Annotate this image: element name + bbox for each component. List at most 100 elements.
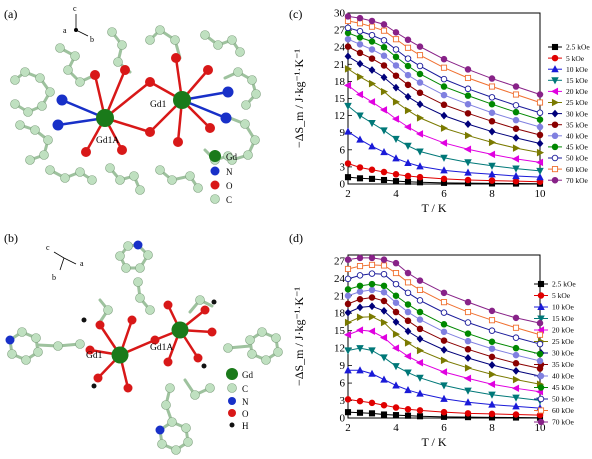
data-point: [416, 179, 424, 186]
data-point: [488, 400, 496, 408]
y-tick-label: 6: [340, 144, 346, 156]
data-point: [416, 114, 425, 122]
series-40-kOe: [344, 35, 544, 131]
data-point: [392, 280, 400, 288]
data-point: [416, 62, 424, 70]
data-point: [464, 354, 472, 362]
legend-label: 10 kOe: [566, 65, 589, 74]
data-point: [380, 256, 388, 263]
data-point: [356, 175, 364, 182]
x-tick-label: 4: [393, 422, 399, 434]
data-point: [488, 370, 497, 379]
series-40-kOe: [344, 286, 544, 365]
legend-label: 40 kOe: [552, 372, 575, 381]
legend-marker: [537, 292, 545, 299]
data-point: [488, 338, 496, 345]
y-axis-label: −ΔS_m / J·kg⁻¹·K⁻¹: [292, 49, 306, 148]
legend-marker: [551, 176, 559, 184]
x-tick-label: 6: [441, 188, 447, 200]
x-tick-label: 10: [535, 188, 547, 200]
data-point: [356, 409, 364, 416]
data-point: [512, 177, 520, 185]
gd-atoms-a: [96, 91, 191, 127]
y-tick-label: 27: [334, 255, 346, 267]
series-5-kOe: [344, 396, 544, 419]
data-point: [416, 173, 424, 181]
data-point: [464, 110, 472, 117]
data-point: [356, 313, 365, 322]
data-point: [440, 166, 448, 174]
data-point: [464, 364, 473, 372]
data-point: [344, 286, 352, 293]
nitrogen-atoms-a: [52, 86, 234, 131]
series-70-kOe: [344, 254, 544, 327]
data-point: [379, 333, 388, 342]
structure-panel-b: (b) c a b: [4, 231, 283, 455]
data-point: [344, 174, 352, 181]
data-point: [463, 145, 472, 153]
data-point: [416, 148, 424, 156]
data-point: [392, 299, 400, 306]
key-c-a: C: [226, 195, 232, 205]
series-50-kOe: [344, 270, 544, 348]
legend-marker: [550, 87, 559, 96]
data-point: [511, 384, 520, 393]
data-point: [416, 374, 424, 382]
data-point: [536, 109, 544, 116]
data-point: [488, 162, 496, 170]
legend-entry: 40 kOe: [548, 132, 589, 141]
data-point: [344, 43, 352, 50]
data-point: [392, 135, 400, 144]
series-20-kOe: [343, 326, 544, 396]
legend-label: 35 kOe: [566, 120, 589, 129]
data-point: [368, 166, 376, 173]
legend-entry: 70 kOe: [534, 418, 575, 427]
data-point: [356, 59, 364, 68]
legend-marker: [551, 43, 559, 51]
data-point: [344, 318, 353, 327]
data-point: [488, 177, 496, 184]
nitrogen-atoms-b: [5, 240, 165, 435]
data-point: [440, 299, 448, 306]
legend-entry: 15 kOe: [534, 314, 575, 323]
legend-marker: [537, 395, 545, 403]
series-30-kOe: [344, 302, 544, 380]
x-tick-label: 8: [489, 188, 495, 200]
legend-label: 35 kOe: [552, 360, 575, 369]
data-point: [344, 52, 352, 61]
data-point: [368, 270, 376, 277]
data-point: [368, 142, 376, 150]
data-point: [488, 100, 496, 108]
legend-entry: 5 kOe: [548, 54, 585, 63]
legend-marker: [551, 166, 559, 173]
data-point: [488, 391, 496, 399]
legend-entry: 20 kOe: [548, 87, 589, 96]
data-point: [392, 29, 400, 36]
data-point: [344, 265, 352, 273]
data-point: [404, 385, 412, 394]
data-point: [344, 35, 352, 43]
y-tick-label: 21: [334, 59, 345, 71]
y-tick-label: 3: [340, 395, 346, 407]
data-point: [368, 312, 377, 321]
carbon-bonds-b: [8, 243, 280, 452]
data-point: [536, 139, 544, 148]
data-point: [464, 337, 472, 345]
data-point: [368, 294, 376, 301]
data-point: [392, 46, 400, 53]
data-point: [488, 127, 496, 136]
data-point: [536, 99, 544, 106]
carbon-atoms-a: [10, 25, 261, 195]
data-point: [512, 144, 521, 152]
data-point: [380, 27, 388, 34]
orientation-axes-a: c a b: [63, 4, 94, 44]
key-gd-a: Gd: [226, 152, 237, 162]
data-point: [536, 350, 544, 358]
axis-b-label-a: b: [90, 35, 94, 44]
y-tick-label: 21: [334, 290, 345, 302]
data-point: [488, 109, 496, 116]
data-point: [416, 407, 424, 414]
data-point: [440, 111, 448, 120]
